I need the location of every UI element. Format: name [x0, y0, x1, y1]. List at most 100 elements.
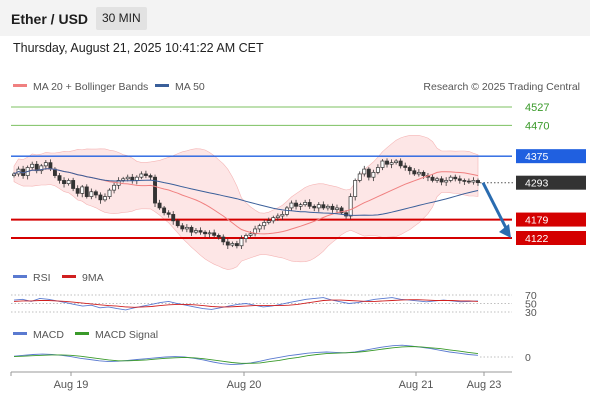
macd-zero-label: 0 — [525, 352, 531, 364]
candle — [430, 173, 435, 183]
rsi-legend: RSI 9MA — [13, 272, 104, 284]
candle — [71, 177, 76, 192]
legend-ma20: MA 20 + Bollinger Bands — [13, 81, 148, 93]
candle-body — [389, 162, 394, 165]
candle-body — [366, 168, 371, 178]
candle — [57, 172, 62, 184]
support-1-tag — [516, 212, 586, 227]
candle-body — [153, 176, 157, 204]
timeframe-badge[interactable]: 30 MIN — [96, 7, 147, 30]
candle-body — [353, 180, 358, 197]
candle — [103, 193, 107, 202]
candle-body — [234, 243, 239, 247]
candle — [385, 158, 389, 168]
candle-body — [125, 176, 130, 180]
candle-body — [253, 228, 258, 235]
candle — [143, 170, 148, 179]
x-tick-label: Aug 19 — [54, 379, 89, 391]
candle-body — [257, 225, 262, 230]
candle-body — [444, 180, 449, 183]
candle — [444, 177, 449, 186]
x-tick-label: Aug 20 — [227, 379, 262, 391]
candle — [43, 160, 48, 170]
candle-body — [325, 205, 330, 209]
candle — [93, 189, 98, 199]
candle-body — [107, 189, 112, 197]
candle — [107, 188, 112, 200]
rsi-line — [13, 297, 479, 311]
candle-body — [348, 196, 353, 217]
candle — [275, 213, 280, 221]
candle-body — [230, 243, 235, 246]
candle — [466, 178, 471, 184]
candle — [225, 238, 230, 249]
candle — [407, 165, 412, 175]
candle — [221, 234, 226, 246]
candle-body — [471, 180, 476, 183]
candle — [294, 199, 298, 210]
candle-body — [171, 214, 176, 222]
candle-body — [239, 238, 244, 247]
candle — [284, 205, 289, 217]
candle — [380, 159, 385, 171]
candle — [303, 199, 308, 207]
rsi-level-label-50: 50 — [525, 299, 537, 311]
candle-body — [335, 207, 339, 210]
candle-body — [184, 226, 189, 230]
candle — [98, 192, 103, 204]
candle — [216, 233, 221, 240]
candle-body — [476, 180, 480, 184]
candle — [325, 204, 330, 211]
moving-averages — [13, 168, 479, 235]
candle — [157, 199, 162, 210]
candle-body — [180, 225, 185, 230]
macd-legend: MACD MACD Signal — [13, 329, 158, 341]
candle — [262, 219, 267, 230]
candle-body — [194, 230, 198, 233]
candle-body — [412, 170, 417, 175]
ma50-line — [13, 168, 479, 216]
candle-body — [212, 232, 217, 236]
macd-swatch — [13, 332, 27, 335]
candle — [339, 205, 344, 215]
forecast-arrow-head — [499, 224, 511, 238]
candle-body — [371, 171, 376, 178]
resistance-label: 4375 — [525, 151, 549, 163]
candle-body — [330, 205, 335, 210]
chart-header: Ether / USD 30 MIN — [0, 0, 590, 36]
candle-body — [84, 186, 89, 197]
candle-body — [357, 173, 362, 181]
candle — [62, 177, 66, 188]
candle — [266, 217, 271, 225]
candle-body — [71, 180, 76, 189]
candle-body — [435, 178, 440, 181]
candle-body — [121, 178, 126, 181]
ma20-legend-label: MA 20 + Bollinger Bands — [33, 81, 148, 93]
candle — [357, 171, 362, 183]
x-tick-label: Aug 23 — [467, 379, 502, 391]
candle — [180, 223, 185, 232]
ma50-swatch — [155, 84, 169, 87]
candle-body — [162, 207, 167, 214]
candle — [203, 230, 208, 238]
candle — [253, 225, 258, 237]
candle-body — [166, 212, 171, 215]
candle-body — [62, 180, 66, 185]
candle-body — [198, 230, 203, 233]
candle-body — [216, 235, 221, 238]
candle-body — [139, 173, 144, 178]
candle-body — [398, 160, 403, 167]
rsi-level-label-70: 70 — [525, 290, 537, 302]
candle — [453, 174, 458, 182]
candle — [89, 188, 94, 200]
candle — [239, 235, 244, 249]
candle — [389, 159, 394, 169]
candle-body — [244, 235, 248, 239]
candle-body — [416, 171, 421, 175]
candle-body — [385, 160, 389, 165]
candle — [471, 177, 476, 185]
candle — [84, 184, 89, 199]
candle-body — [89, 191, 94, 197]
candle-body — [143, 173, 148, 176]
